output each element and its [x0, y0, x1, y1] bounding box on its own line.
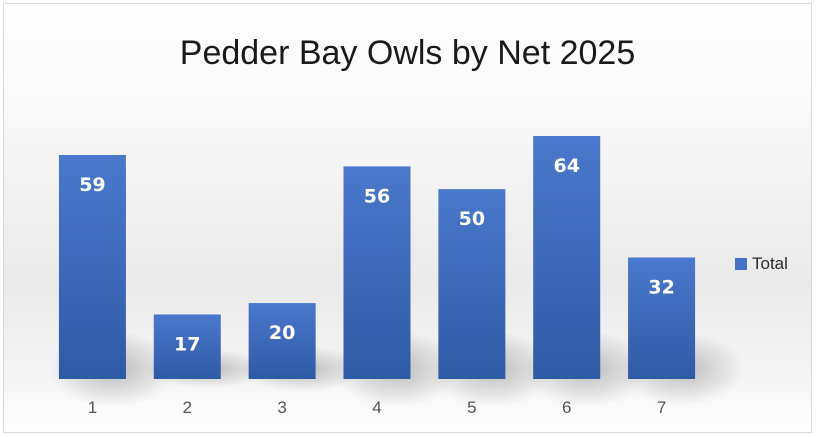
legend-swatch-icon: [735, 258, 747, 270]
x-tick-label-1: 1: [88, 398, 97, 417]
bar-7: [628, 257, 696, 379]
x-tick-label-5: 5: [467, 398, 476, 417]
data-label-5: 50: [459, 208, 485, 230]
bar-5: [438, 189, 506, 379]
data-label-7: 32: [648, 277, 674, 299]
x-tick-label-7: 7: [657, 398, 666, 417]
x-tick-label-2: 2: [183, 398, 192, 417]
chart-title: Pedder Bay Owls by Net 2025: [179, 34, 636, 72]
x-axis-ticks: 1 2 3 4 5 6 7: [88, 398, 667, 417]
x-tick-label-3: 3: [277, 398, 286, 417]
bar-4: [343, 166, 411, 379]
x-tick-label-6: 6: [562, 398, 571, 417]
legend: Total: [735, 254, 788, 274]
bars-group: [58, 136, 696, 379]
data-label-4: 56: [364, 185, 390, 207]
bar-1: [58, 154, 126, 379]
data-label-6: 64: [553, 155, 579, 177]
bar-3: [248, 303, 316, 379]
data-labels-group: 59 17 20 56 50 64 32: [79, 155, 675, 355]
data-label-2: 17: [174, 333, 200, 355]
bar-6: [533, 136, 601, 379]
bar-2: [153, 314, 221, 379]
data-label-1: 59: [79, 174, 105, 196]
legend-label: Total: [752, 254, 788, 273]
x-tick-label-4: 4: [372, 398, 381, 417]
data-label-3: 20: [269, 322, 295, 344]
chart-area: Pedder Bay Owls by Net 2025 59 17 20 56 50 64…: [3, 3, 812, 433]
